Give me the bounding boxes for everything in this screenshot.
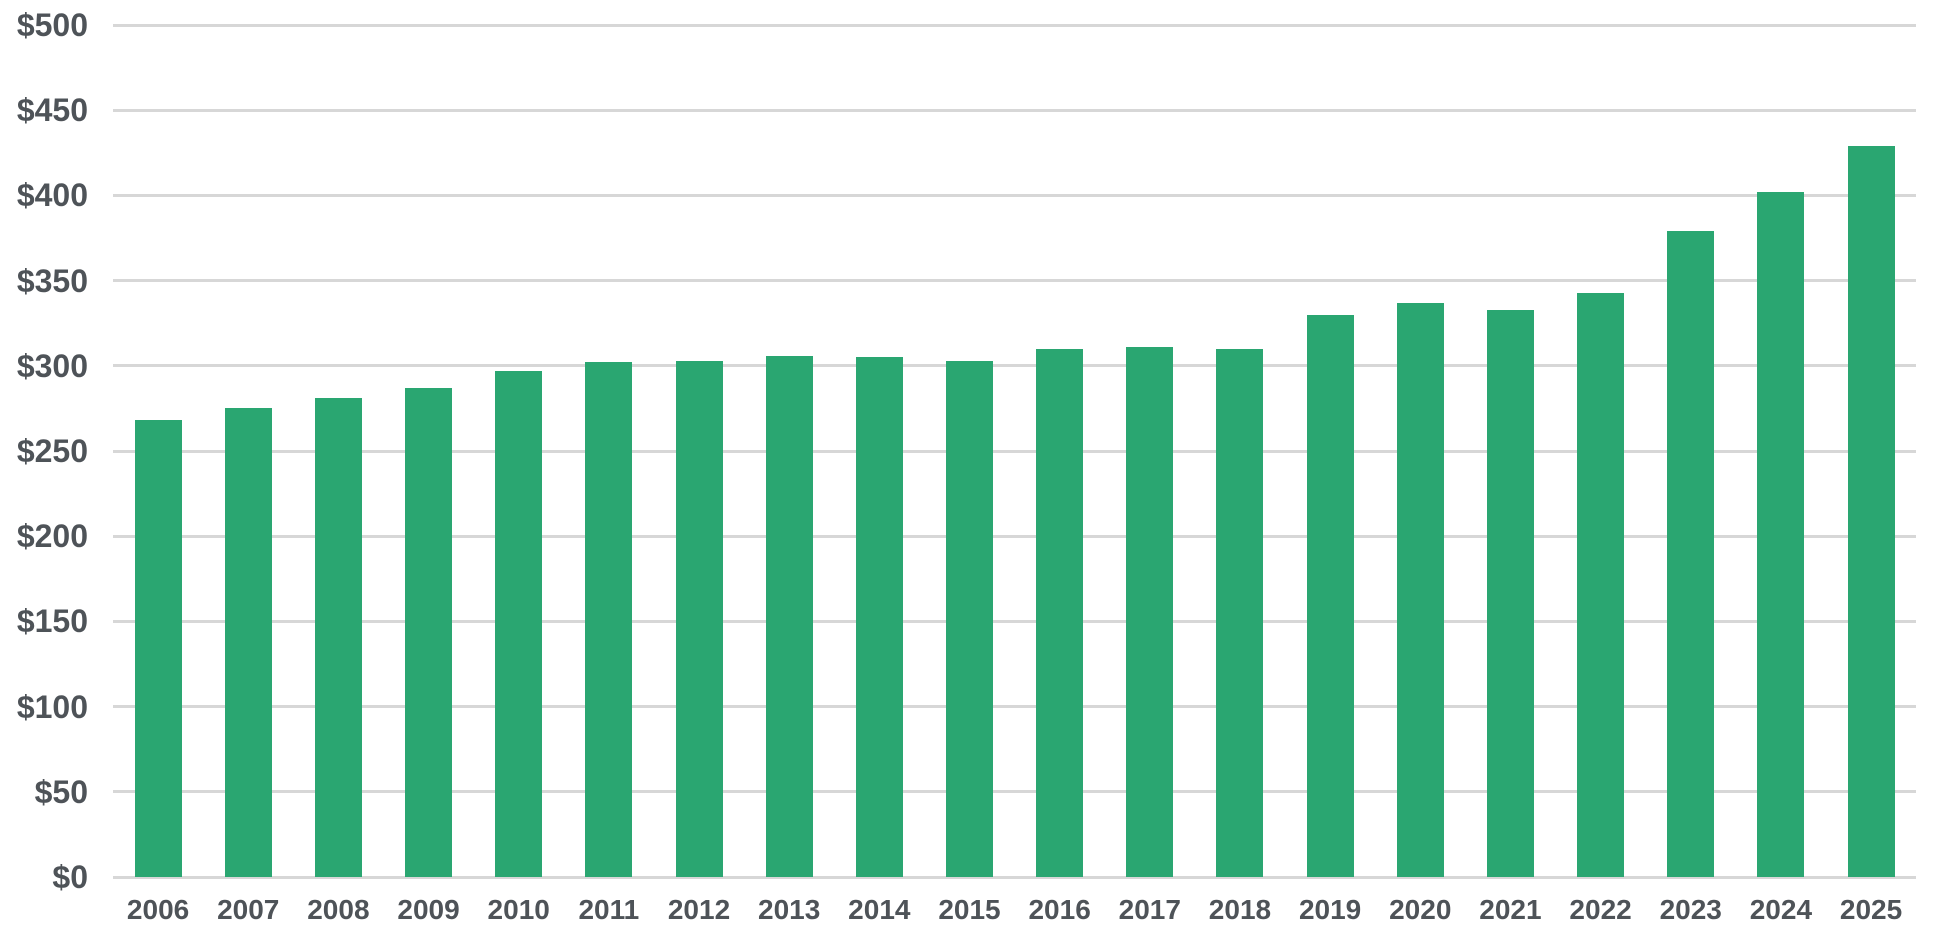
bars-layer	[113, 25, 1916, 877]
bar-slot-2007	[203, 25, 293, 877]
bar-slot-2024	[1736, 25, 1826, 877]
y-axis-tick-label-150: $150	[16, 603, 88, 640]
bar-slot-2012	[654, 25, 744, 877]
x-axis-tick-label-2012: 2012	[667, 894, 731, 925]
gridline-300	[113, 364, 1916, 368]
x-axis-tick-label-2019: 2019	[1298, 894, 1362, 925]
bar-2024	[1757, 192, 1805, 877]
gridline-350	[113, 279, 1916, 283]
bar-2008	[314, 398, 362, 877]
bar-2007	[224, 408, 272, 877]
bar-slot-2010	[474, 25, 564, 877]
y-axis-tick-label-350: $350	[16, 262, 88, 299]
x-axis-tick-label-2024: 2024	[1749, 894, 1813, 925]
x-axis-tick-label-2007: 2007	[217, 894, 280, 925]
bar-2013	[765, 355, 813, 877]
x-axis-tick-label-2016: 2016	[1028, 894, 1091, 925]
gridline-150	[113, 619, 1916, 623]
x-axis-tick-label-2021: 2021	[1479, 894, 1542, 925]
bar-slot-2011	[564, 25, 654, 877]
x-axis-tick-label-2010: 2010	[487, 894, 550, 925]
bar-2006	[134, 420, 182, 877]
bar-slot-2022	[1556, 25, 1646, 877]
bar-slot-2018	[1195, 25, 1285, 877]
x-axis-tick-label-2020: 2020	[1389, 894, 1452, 925]
bar-2011	[585, 362, 633, 877]
x-axis-tick-label-2022: 2022	[1569, 894, 1632, 925]
bar-slot-2017	[1105, 25, 1195, 877]
bar-2010	[495, 370, 543, 877]
bar-2016	[1036, 348, 1084, 877]
bar-2014	[855, 357, 903, 877]
bar-slot-2025	[1826, 25, 1916, 877]
bar-2023	[1667, 231, 1715, 877]
bar-slot-2009	[383, 25, 473, 877]
y-axis-tick-label-400: $400	[16, 177, 88, 214]
y-axis-tick-label-250: $250	[16, 433, 88, 469]
x-axis-tick-label-2015: 2015	[938, 894, 1001, 925]
bar-2012	[675, 360, 723, 877]
gridline-100	[113, 705, 1916, 709]
bar-slot-2021	[1465, 25, 1555, 877]
y-axis-tick-label-200: $200	[16, 518, 88, 555]
gridline-400	[113, 193, 1916, 197]
bar-2020	[1396, 302, 1444, 877]
x-axis-tick-label-2013: 2013	[758, 894, 821, 925]
bar-2009	[405, 387, 453, 877]
bar-2025	[1847, 145, 1895, 877]
bar-2017	[1126, 347, 1174, 877]
bar-slot-2020	[1375, 25, 1465, 877]
x-axis-tick-label-2018: 2018	[1208, 894, 1272, 925]
y-axis-tick-label-50: $50	[34, 773, 88, 810]
x-axis-tick-label-2025: 2025	[1839, 894, 1903, 925]
gridline-450	[113, 108, 1916, 112]
bar-slot-2014	[834, 25, 924, 877]
bar-slot-2006	[113, 25, 203, 877]
y-axis-tick-label-300: $300	[16, 347, 88, 384]
gridline-50	[113, 790, 1916, 794]
bar-2019	[1306, 314, 1354, 877]
bar-slot-2016	[1015, 25, 1105, 877]
y-axis-tick-label-450: $450	[16, 92, 88, 129]
bar-2022	[1577, 292, 1625, 877]
y-axis: $0 $50 $100 $150 $200 $250 $300 $350 $400 $450 $50…	[0, 9, 88, 893]
x-axis-tick-label-2011: 2011	[578, 894, 640, 925]
gridline-0	[113, 875, 1916, 879]
bar-slot-2013	[744, 25, 834, 877]
bar-slot-2019	[1285, 25, 1375, 877]
gridline-200	[113, 534, 1916, 538]
gridline-250	[113, 449, 1916, 453]
x-axis: 2006 2007 2008 2009 2010 2011 2012 2013 2014 2015…	[113, 877, 1916, 943]
bar-slot-2008	[293, 25, 383, 877]
gridline-500	[113, 23, 1916, 27]
x-axis-tick-label-2009: 2009	[397, 894, 460, 925]
bar-2018	[1216, 348, 1264, 877]
y-axis-tick-label-500: $500	[16, 7, 88, 43]
x-axis-tick-label-2006: 2006	[126, 894, 190, 925]
bar-2015	[945, 360, 993, 877]
bar-slot-2015	[924, 25, 1014, 877]
x-axis-tick-label-2023: 2023	[1659, 894, 1722, 925]
x-axis-tick-label-2014: 2014	[848, 894, 911, 925]
y-axis-tick-label-100: $100	[16, 688, 88, 725]
x-axis-tick-label-2008: 2008	[307, 894, 370, 925]
bar-2021	[1486, 309, 1534, 877]
bar-slot-2023	[1646, 25, 1736, 877]
x-axis-tick-label-2017: 2017	[1118, 894, 1181, 925]
plot-area	[113, 23, 1916, 879]
y-axis-tick-label-0: $0	[52, 859, 88, 895]
